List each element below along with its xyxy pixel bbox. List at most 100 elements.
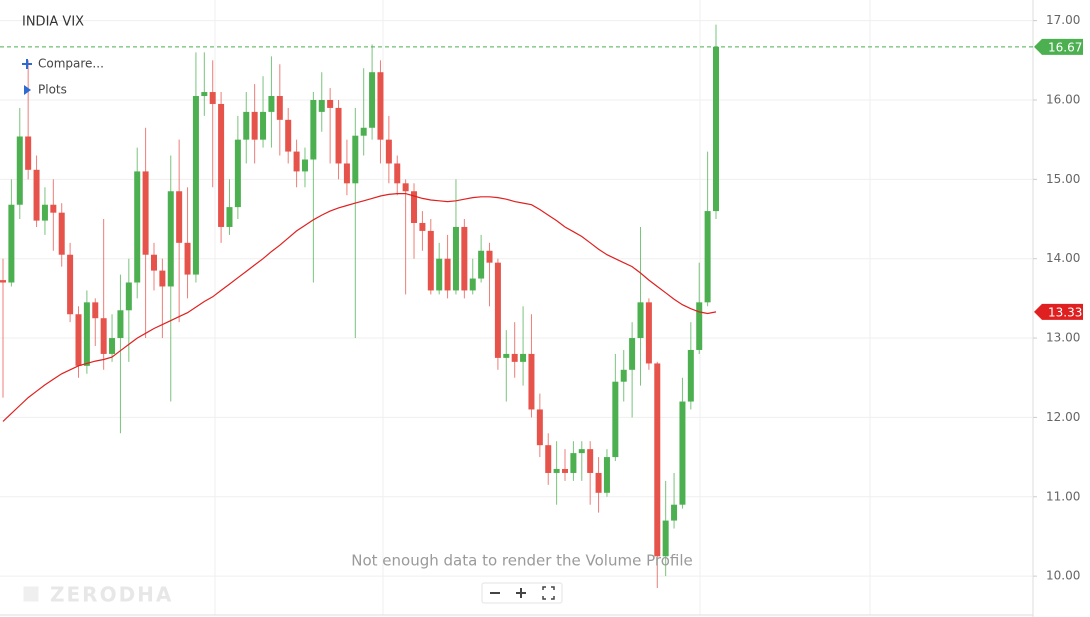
candle-body (645, 302, 652, 364)
y-tick-label: 16.00 (1046, 92, 1080, 106)
candle-body (134, 171, 141, 283)
candle-body (201, 92, 208, 97)
candle-body (150, 254, 157, 271)
candle-body (461, 226, 468, 291)
fullscreen-button[interactable] (542, 586, 555, 600)
candle-body (545, 445, 552, 473)
candle-body (285, 119, 292, 152)
candle-body (335, 107, 342, 164)
candle-body (478, 250, 485, 279)
candle-body (469, 278, 476, 291)
plus-icon (22, 59, 32, 69)
candle-body (394, 163, 401, 184)
candle-body (75, 314, 82, 366)
price-tag-label: 16.67 (1048, 40, 1082, 54)
candle-body (58, 212, 65, 255)
candle-body (603, 457, 610, 493)
candle-body (260, 111, 267, 140)
candle-body (419, 222, 426, 231)
y-tick-label: 12.00 (1046, 410, 1080, 424)
candle-body (142, 171, 149, 255)
candle-body (343, 163, 350, 184)
price-tag (1034, 38, 1083, 55)
candle-body (629, 338, 636, 370)
y-tick-label: 10.00 (1046, 569, 1080, 583)
candle-body (67, 254, 74, 315)
candle-body (192, 96, 199, 275)
candle-body (159, 270, 166, 287)
candle-body (218, 103, 225, 227)
candle-body (327, 99, 334, 108)
compare-label[interactable]: Compare... (38, 57, 104, 71)
candle-body (679, 401, 686, 505)
y-tick-label: 17.00 (1046, 13, 1080, 27)
candle-body (234, 139, 241, 208)
candle-body (293, 151, 300, 172)
candle-body (33, 169, 40, 221)
zoom-toolbar (481, 582, 563, 604)
candle-body (318, 99, 325, 112)
candle-body (276, 96, 283, 120)
y-tick-label: 13.00 (1046, 331, 1080, 345)
plot-layer: 10.00 11.00 12.00 13.00 14.00 15.00 16.00 17.00… (0, 13, 1083, 589)
candle-body (109, 338, 116, 354)
candle-body (713, 46, 719, 212)
candle-body (50, 204, 57, 213)
candle-body (637, 302, 644, 339)
candle-body (0, 280, 6, 283)
plots-label[interactable]: Plots (38, 83, 67, 97)
zoom-in-button[interactable] (516, 588, 526, 598)
watermark-text: ZERODHA (50, 583, 173, 607)
candle-body (562, 468, 569, 473)
candle-body (671, 504, 678, 521)
candle-body (511, 353, 518, 362)
plots-button[interactable]: Plots (24, 83, 67, 97)
candle-body (117, 310, 124, 339)
candle-body (503, 353, 510, 358)
candle-body (528, 353, 535, 410)
candle-body (100, 318, 107, 354)
candle-body (654, 363, 661, 557)
chart-title: INDIA VIX (22, 15, 84, 30)
candle-body (243, 111, 250, 140)
candle-body (444, 258, 451, 291)
candle-body (687, 349, 694, 402)
y-tick-label: 15.00 (1046, 172, 1080, 186)
candle-body (41, 204, 48, 221)
y-tick-label: 14.00 (1046, 251, 1080, 265)
candle-body (696, 302, 703, 350)
candle-body (436, 258, 443, 291)
candle-body (369, 72, 376, 128)
candle-body (494, 262, 501, 358)
candle-body (8, 204, 15, 283)
candle-body (167, 191, 174, 287)
candle-body (662, 520, 669, 557)
candle-body (377, 72, 384, 140)
candle-body (184, 242, 191, 275)
candle-body (176, 191, 183, 243)
candle-body (83, 302, 90, 366)
candle-body (704, 211, 711, 303)
price-tag-label: 13.33 (1048, 305, 1082, 319)
candle-body (612, 381, 619, 458)
candle-body (251, 111, 258, 140)
watermark-logo (23, 586, 39, 602)
candle-body (209, 92, 216, 104)
candle-body (595, 472, 602, 493)
candle-body (360, 127, 367, 136)
candle-body (620, 369, 627, 382)
compare-button[interactable]: Compare... (22, 57, 104, 71)
candle-body (310, 99, 317, 160)
y-tick-label: 11.00 (1046, 489, 1080, 503)
candle-body (570, 453, 577, 473)
candle-body (587, 449, 594, 473)
moving-average-line (2, 193, 717, 422)
candle-body (301, 159, 308, 172)
watermark: ZERODHA (23, 583, 173, 607)
candle-body (268, 96, 275, 112)
candle-body (427, 230, 434, 291)
candle-body (402, 183, 409, 192)
candle-body (226, 207, 233, 227)
candle-body (452, 226, 459, 291)
